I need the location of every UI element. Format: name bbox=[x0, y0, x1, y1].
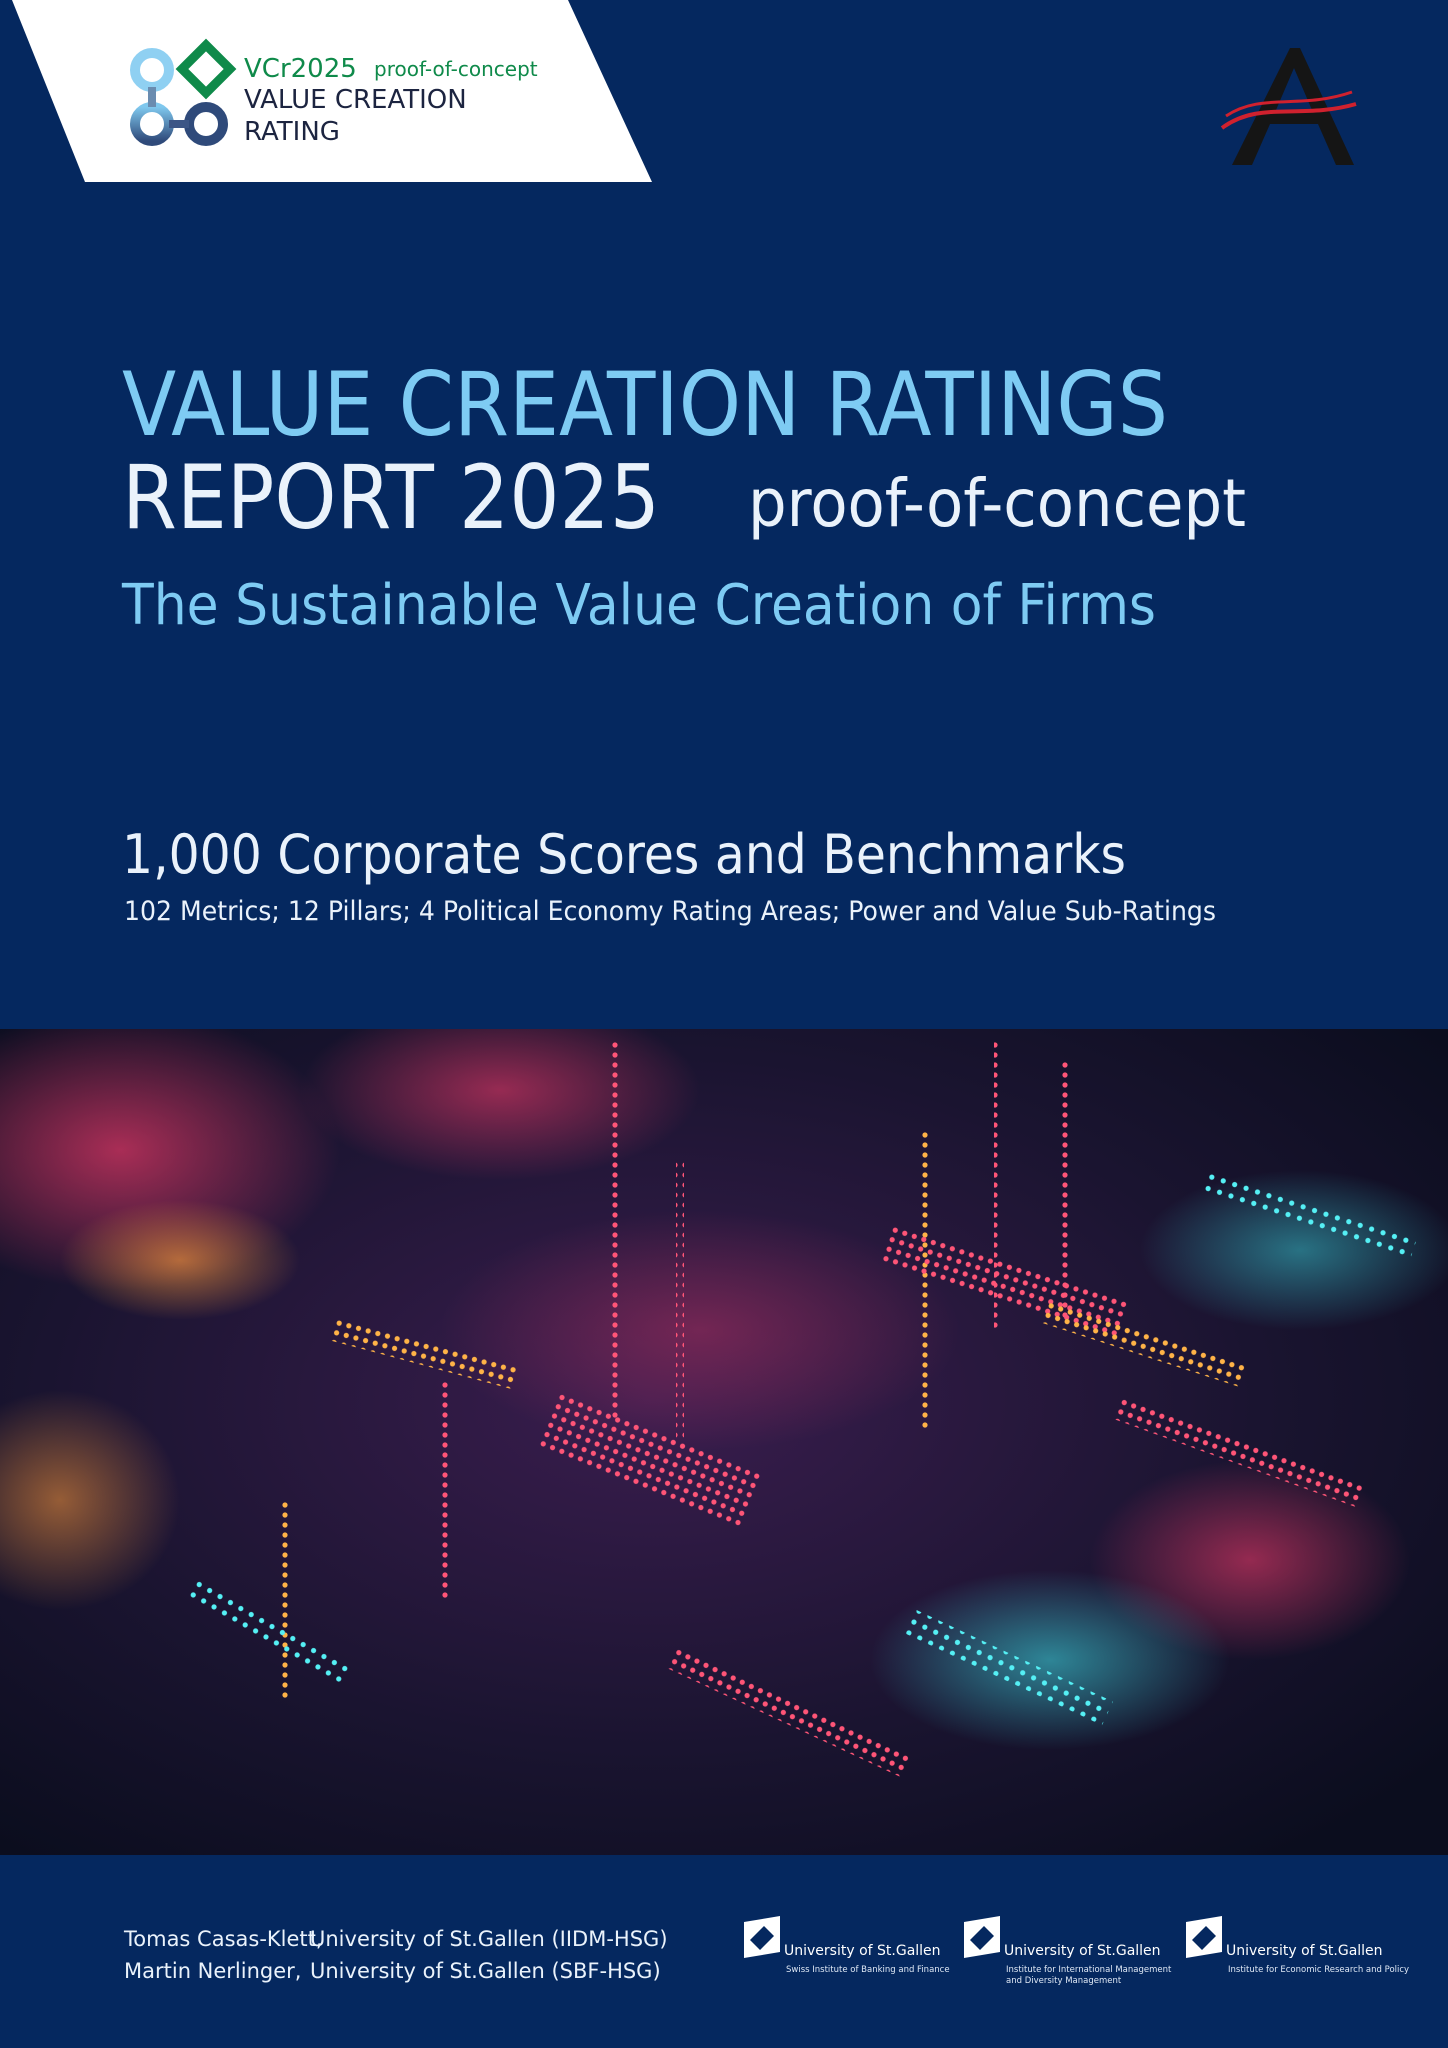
institution-emblem bbox=[1186, 1916, 1222, 1958]
institution-name: University of St.Gallen bbox=[784, 1943, 941, 1959]
title-line: VALUE CREATION RATINGS bbox=[122, 353, 1168, 456]
author-affiliation: University of St.Gallen (IIDM-HSG) bbox=[310, 1927, 668, 1951]
title-badge: proof-of-concept bbox=[748, 465, 1246, 542]
summary-headline: 1,000 Corporate Scores and Benchmarks bbox=[122, 823, 1126, 886]
logo-panel bbox=[12, 0, 652, 182]
institution-name: University of St.Gallen bbox=[1226, 1943, 1383, 1959]
institutions: University of St.Gallen Swiss Institute o… bbox=[744, 1916, 1409, 1986]
institution-emblem bbox=[744, 1916, 780, 1958]
summary-details: 102 Metrics; 12 Pillars; 4 Political Eco… bbox=[124, 896, 1216, 927]
institution-logo: University of St.Gallen Swiss Institute o… bbox=[744, 1916, 950, 1975]
authors: Tomas Casas-Klett,University of St.Galle… bbox=[123, 1927, 668, 1983]
institution-unit: Institute for International Management bbox=[1006, 1965, 1172, 1975]
cover-image bbox=[0, 1029, 1448, 1855]
publisher-mark bbox=[1220, 48, 1357, 165]
institution-unit: Institute for Economic Research and Poli… bbox=[1228, 1965, 1409, 1975]
institution-unit: and Diversity Management bbox=[1006, 1976, 1122, 1986]
author-name: Martin Nerlinger, bbox=[124, 1959, 301, 1983]
logo-code: VCr2025 bbox=[244, 54, 357, 84]
logo-icon bbox=[130, 38, 237, 146]
institution-logo: University of St.Gallen Institute for Int… bbox=[964, 1916, 1172, 1986]
author-affiliation: University of St.Gallen (SBF-HSG) bbox=[310, 1959, 661, 1983]
institution-logo: University of St.Gallen Institute for Eco… bbox=[1186, 1916, 1409, 1975]
author-name: Tomas Casas-Klett, bbox=[123, 1927, 323, 1951]
institution-emblem bbox=[964, 1916, 1000, 1958]
logo-line: VALUE CREATION bbox=[244, 85, 467, 115]
institution-unit: Swiss Institute of Banking and Finance bbox=[786, 1965, 950, 1975]
title-line: REPORT 2025 bbox=[122, 446, 660, 549]
logo-line: RATING bbox=[244, 117, 340, 147]
institution-name: University of St.Gallen bbox=[1004, 1943, 1161, 1959]
logo-tag: proof-of-concept bbox=[374, 57, 538, 81]
subtitle: The Sustainable Value Creation of Firms bbox=[121, 573, 1156, 638]
